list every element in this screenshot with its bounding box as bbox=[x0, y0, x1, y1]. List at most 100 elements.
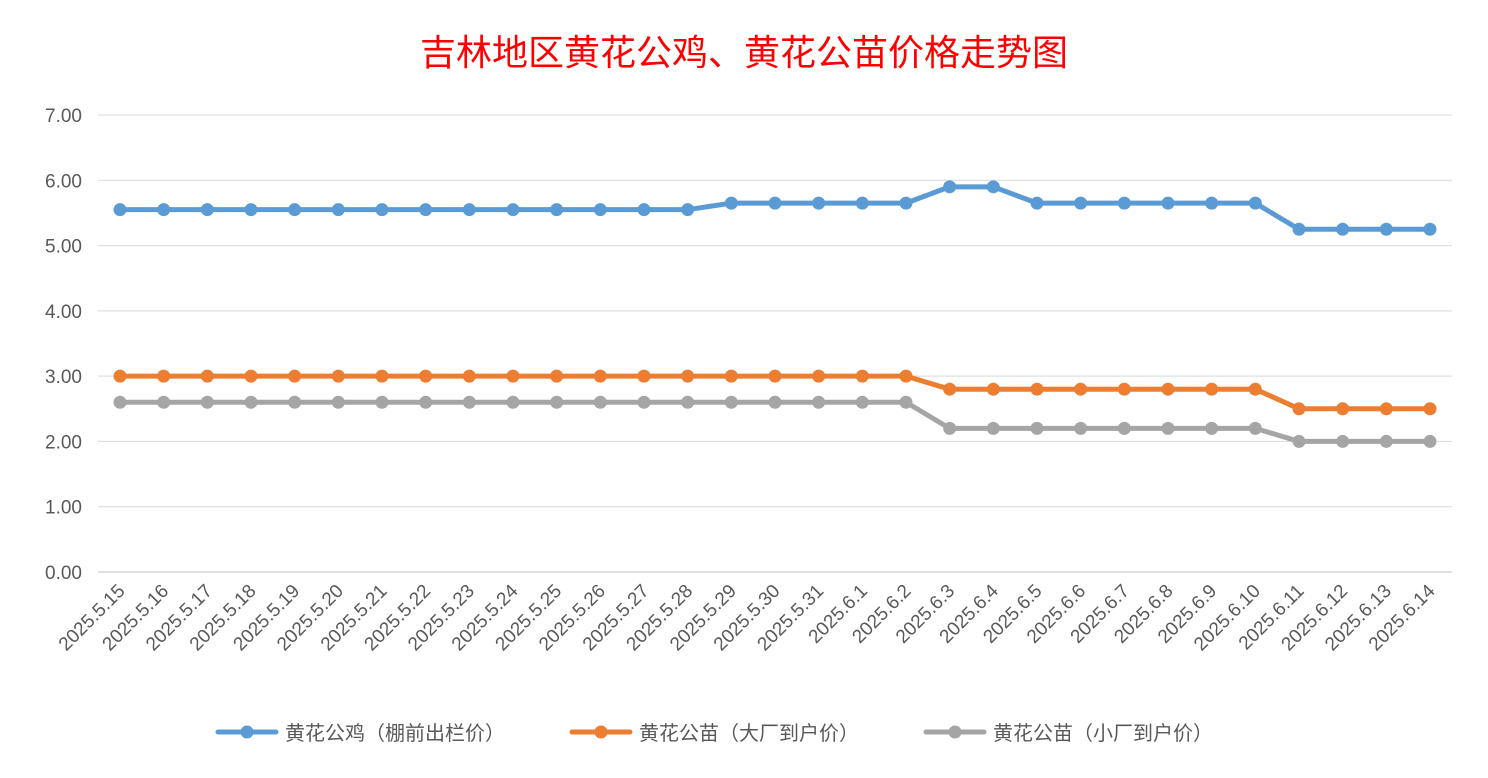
data-point bbox=[986, 180, 1000, 194]
legend-label: 黄花公鸡（棚前出栏价） bbox=[285, 721, 505, 745]
y-tick-label: 6.00 bbox=[45, 171, 82, 192]
y-tick-label: 1.00 bbox=[45, 498, 82, 519]
data-point bbox=[331, 395, 345, 409]
legend-marker bbox=[240, 725, 254, 739]
data-point bbox=[1336, 434, 1350, 448]
data-point bbox=[1336, 402, 1350, 416]
series-3 bbox=[113, 395, 1437, 448]
data-point bbox=[244, 203, 258, 217]
data-point bbox=[855, 395, 869, 409]
legend-item-1: 黄花公鸡（棚前出栏价） bbox=[215, 721, 505, 745]
data-point bbox=[637, 395, 651, 409]
chart-title: 吉林地区黄花公鸡、黄花公苗价格走势图 bbox=[419, 33, 1068, 74]
data-point bbox=[200, 369, 214, 383]
data-point bbox=[593, 369, 607, 383]
data-point bbox=[200, 395, 214, 409]
data-point bbox=[1248, 196, 1262, 210]
data-point bbox=[200, 203, 214, 217]
data-point bbox=[331, 203, 345, 217]
data-point bbox=[1074, 196, 1088, 210]
y-tick-label: 5.00 bbox=[45, 237, 82, 258]
data-point bbox=[331, 369, 345, 383]
data-point bbox=[1292, 222, 1306, 236]
y-tick-label: 3.00 bbox=[45, 367, 82, 388]
data-point bbox=[1030, 421, 1044, 435]
data-point bbox=[1030, 382, 1044, 396]
data-point bbox=[113, 203, 127, 217]
data-point bbox=[244, 395, 258, 409]
data-point bbox=[637, 369, 651, 383]
data-point bbox=[1205, 421, 1219, 435]
data-point bbox=[1205, 382, 1219, 396]
data-point bbox=[986, 421, 1000, 435]
data-point bbox=[681, 395, 695, 409]
legend-item-2: 黄花公苗（大厂到户价） bbox=[569, 721, 859, 745]
data-point bbox=[113, 395, 127, 409]
data-point bbox=[462, 369, 476, 383]
data-point bbox=[768, 369, 782, 383]
data-point bbox=[724, 395, 738, 409]
data-point bbox=[1423, 402, 1437, 416]
y-tick-label: 4.00 bbox=[45, 302, 82, 323]
data-point bbox=[375, 203, 389, 217]
data-point bbox=[681, 203, 695, 217]
data-point bbox=[1379, 434, 1393, 448]
data-point bbox=[812, 369, 826, 383]
data-point bbox=[157, 369, 171, 383]
data-point bbox=[244, 369, 258, 383]
data-point bbox=[899, 196, 913, 210]
data-point bbox=[550, 395, 564, 409]
data-point bbox=[1117, 196, 1131, 210]
data-point bbox=[419, 203, 433, 217]
data-point bbox=[943, 180, 957, 194]
data-point bbox=[1292, 434, 1306, 448]
data-point bbox=[1423, 222, 1437, 236]
series-2 bbox=[113, 369, 1437, 416]
data-point bbox=[593, 203, 607, 217]
y-tick-label: 7.00 bbox=[45, 106, 82, 127]
data-point bbox=[1379, 222, 1393, 236]
data-point bbox=[506, 369, 520, 383]
legend-label: 黄花公苗（小厂到户价） bbox=[993, 721, 1213, 745]
data-point bbox=[1379, 402, 1393, 416]
gridlines bbox=[98, 114, 1452, 573]
data-point bbox=[462, 203, 476, 217]
legend-item-3: 黄花公苗（小厂到户价） bbox=[923, 721, 1213, 745]
data-point bbox=[113, 369, 127, 383]
data-point bbox=[855, 196, 869, 210]
data-point bbox=[1161, 382, 1175, 396]
series-lines bbox=[113, 180, 1437, 448]
data-point bbox=[1117, 421, 1131, 435]
legend-marker bbox=[948, 725, 962, 739]
data-point bbox=[768, 395, 782, 409]
data-point bbox=[812, 196, 826, 210]
data-point bbox=[768, 196, 782, 210]
legend-marker bbox=[594, 725, 608, 739]
data-point bbox=[375, 395, 389, 409]
data-point bbox=[419, 369, 433, 383]
y-axis-ticks: 0.00 1.00 2.00 3.00 4.00 5.00 6.00 7.00 bbox=[45, 106, 82, 584]
data-point bbox=[1292, 402, 1306, 416]
data-point bbox=[506, 203, 520, 217]
x-axis-ticks: 2025.5.152025.5.162025.5.172025.5.182025… bbox=[55, 580, 1440, 655]
data-point bbox=[943, 382, 957, 396]
data-point bbox=[1423, 434, 1437, 448]
data-point bbox=[1205, 196, 1219, 210]
data-point bbox=[1336, 222, 1350, 236]
data-point bbox=[1248, 421, 1262, 435]
legend-label: 黄花公苗（大厂到户价） bbox=[639, 721, 859, 745]
data-point bbox=[375, 369, 389, 383]
data-point bbox=[550, 369, 564, 383]
data-point bbox=[462, 395, 476, 409]
data-point bbox=[986, 382, 1000, 396]
data-point bbox=[1117, 382, 1131, 396]
data-point bbox=[157, 395, 171, 409]
data-point bbox=[419, 395, 433, 409]
data-point bbox=[724, 369, 738, 383]
data-point bbox=[506, 395, 520, 409]
data-point bbox=[899, 395, 913, 409]
data-point bbox=[1074, 382, 1088, 396]
data-point bbox=[288, 203, 302, 217]
